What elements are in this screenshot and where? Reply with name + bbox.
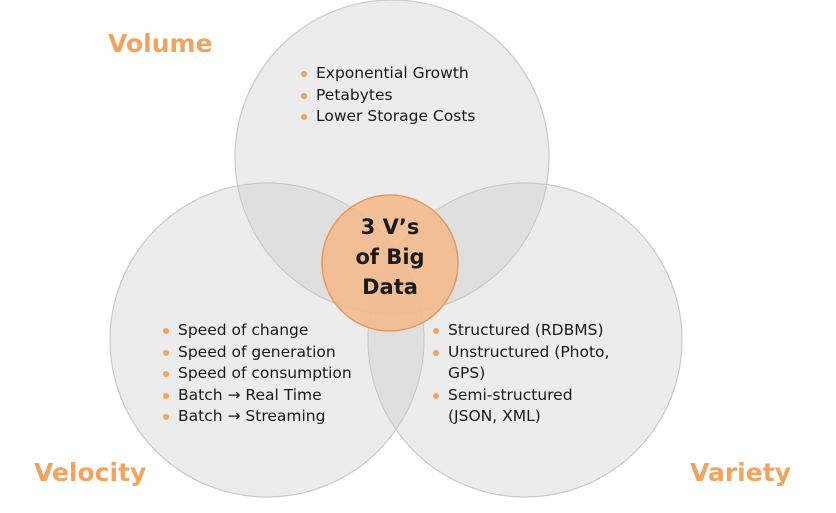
volume-list: Exponential Growth Petabytes Lower Stora… — [299, 63, 475, 128]
center-label-line: 3 V’s — [360, 215, 420, 239]
bullet-dot — [301, 71, 307, 77]
list-item: Unstructured (Photo, — [431, 342, 609, 364]
list-item-label: (JSON, XML) — [448, 407, 541, 425]
list-item: Speed of generation — [161, 342, 352, 364]
list-item: Structured (RDBMS) — [431, 320, 609, 342]
list-item-label: Batch → Streaming — [178, 407, 326, 425]
center-circle — [321, 194, 459, 332]
velocity-heading: Velocity — [34, 458, 147, 487]
bullet-dot — [163, 392, 169, 399]
list-item-label: Semi-structured — [448, 385, 573, 404]
volume-heading: Volume — [108, 29, 213, 58]
bullet-dot — [163, 414, 169, 420]
bullet-dot — [301, 114, 307, 120]
list-item: Speed of consumption — [161, 363, 352, 385]
list-item-label: Petabytes — [316, 85, 393, 104]
bullet-dot — [433, 349, 439, 356]
center-label-line: Data — [362, 275, 418, 299]
list-item-label: Exponential Growth — [316, 64, 469, 82]
list-item-continuation: (JSON, XML) — [431, 406, 609, 428]
list-item-label: Structured (RDBMS) — [448, 321, 604, 339]
list-item: Batch → Streaming — [161, 406, 352, 428]
center-label-line: of Big — [355, 245, 425, 269]
list-item: Lower Storage Costs — [299, 106, 475, 128]
variety-heading: Variety — [690, 458, 791, 487]
list-item-label: Unstructured (Photo, — [448, 342, 610, 361]
list-item: Speed of change — [161, 320, 352, 342]
velocity-list: Speed of change Speed of generation Spee… — [161, 320, 352, 428]
list-item-label: Speed of consumption — [178, 364, 352, 382]
bullet-dot — [301, 92, 307, 99]
list-item: Semi-structured — [431, 385, 609, 407]
list-item-label: Speed of generation — [178, 342, 336, 361]
bullet-dot — [433, 328, 439, 334]
bullet-dot — [433, 392, 439, 399]
bullet-dot — [163, 371, 169, 377]
list-item: Petabytes — [299, 85, 475, 107]
list-item-continuation: GPS) — [431, 363, 609, 385]
bullet-dot — [163, 349, 169, 356]
list-item-label: Lower Storage Costs — [316, 107, 476, 125]
bullet-dot — [163, 328, 169, 334]
list-item: Batch → Real Time — [161, 385, 352, 407]
list-item-label: Batch → Real Time — [178, 385, 322, 404]
list-item-label: Speed of change — [178, 321, 309, 339]
list-item-label: GPS) — [448, 364, 486, 382]
variety-list: Structured (RDBMS) Unstructured (Photo, … — [431, 320, 609, 428]
center-label: 3 V’s of Big Data — [322, 212, 458, 302]
list-item: Exponential Growth — [299, 63, 475, 85]
